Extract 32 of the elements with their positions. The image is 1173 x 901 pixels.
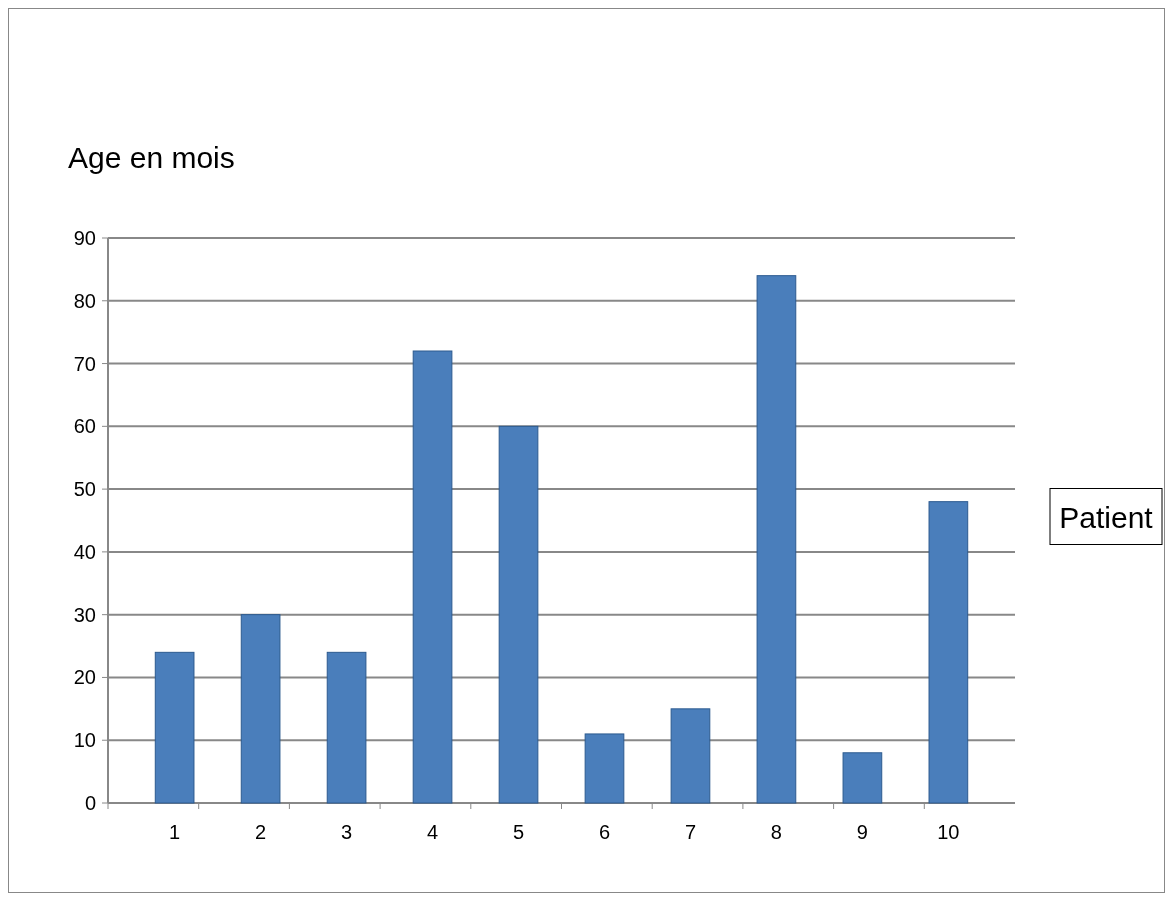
x-tick-label: 9 (856, 821, 868, 843)
x-tick-label: 8 (770, 821, 782, 843)
x-tick-label: 10 (937, 821, 960, 843)
x-tick-label: 4 (426, 821, 439, 843)
x-tick-label: 6 (598, 821, 611, 843)
y-tick-label: 10 (73, 729, 96, 752)
x-tick-label: 3 (341, 821, 353, 843)
x-tick-label: 7 (684, 821, 697, 843)
y-tick-label: 20 (73, 666, 96, 689)
y-tick-label: 30 (73, 603, 96, 626)
bar (326, 651, 367, 804)
y-tick-label: 0 (84, 792, 96, 814)
x-axis-title: Patient (1059, 500, 1154, 534)
y-tick-label: 90 (73, 227, 96, 249)
y-tick-label: 80 (73, 289, 96, 312)
x-tick-label: 1 (169, 821, 181, 843)
bar (498, 425, 539, 804)
y-tick-label: 70 (73, 352, 96, 375)
y-tick-label: 40 (73, 540, 96, 563)
bar (240, 614, 281, 804)
bar (928, 501, 969, 804)
x-tick-label: 5 (512, 821, 525, 843)
y-tick-label: 60 (73, 415, 96, 438)
bar (412, 350, 453, 804)
x-tick-label: 2 (255, 821, 267, 843)
bar (670, 708, 711, 804)
y-axis-title: Age en mois (68, 141, 235, 174)
bar (756, 275, 797, 804)
bar (842, 752, 883, 804)
bar (584, 733, 625, 804)
y-tick-label: 50 (73, 478, 96, 501)
bar (154, 651, 195, 804)
